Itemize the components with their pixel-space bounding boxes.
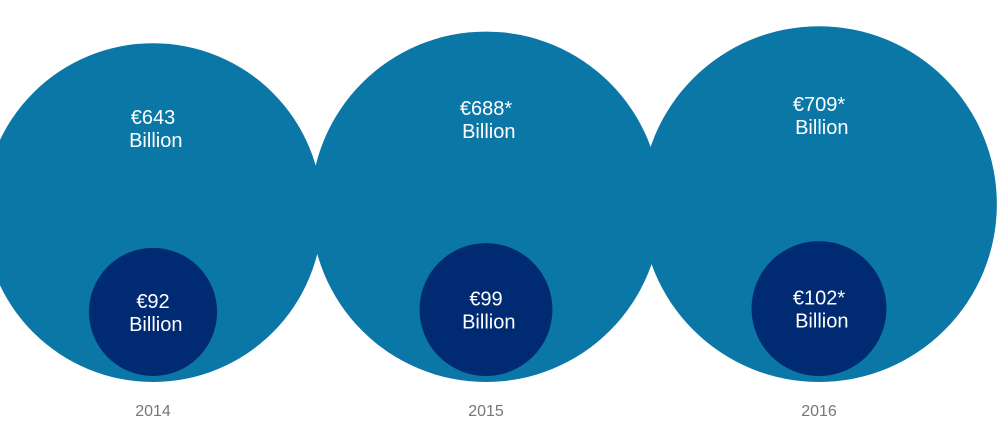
value-label-line: Billion (124, 314, 183, 336)
year-label: 2014 (135, 403, 171, 420)
value-label-line: €92 (136, 291, 169, 313)
value-label: €99 Billion (457, 289, 516, 334)
value-label-line: Billion (790, 117, 849, 139)
value-label-line: €102* (793, 288, 845, 310)
value-label: €643 Billion (124, 107, 183, 152)
value-label: €92 Billion (124, 291, 183, 336)
value-label-line: €688* (460, 98, 512, 120)
outer-bubble (0, 43, 323, 382)
value-label: €709* Billion (790, 94, 849, 139)
year-label: 2015 (468, 403, 504, 420)
value-label-line: Billion (457, 121, 516, 143)
outer-bubble (641, 26, 997, 382)
inner-bubble (88, 247, 218, 376)
value-label-line: Billion (124, 130, 183, 152)
value-label-line: Billion (457, 312, 516, 334)
inner-bubble (751, 241, 887, 376)
value-label: €688* Billion (457, 98, 516, 143)
value-label-line: €99 (469, 289, 502, 311)
value-label-line: €709* (793, 94, 845, 116)
value-label-line: €643 (131, 107, 176, 129)
outer-bubble (310, 31, 662, 382)
inner-bubble (419, 243, 553, 376)
year-label: 2016 (801, 403, 837, 420)
value-label: €102* Billion (790, 288, 849, 333)
value-label-line: Billion (790, 311, 849, 333)
